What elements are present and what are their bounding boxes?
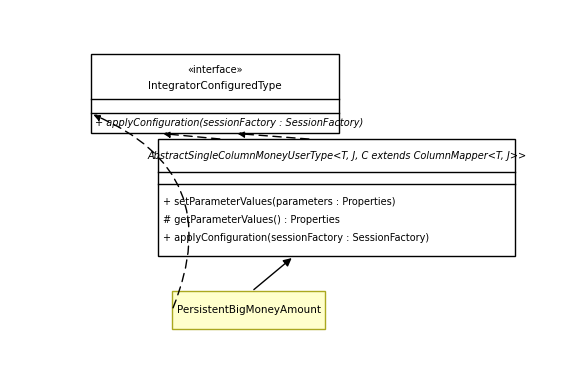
Bar [158,139,514,256]
Text: IntegratorConfiguredType: IntegratorConfiguredType [148,81,282,91]
Text: + applyConfiguration(sessionFactory : SessionFactory): + applyConfiguration(sessionFactory : Se… [95,118,364,128]
Bar [172,291,325,329]
Text: + applyConfiguration(sessionFactory : SessionFactory): + applyConfiguration(sessionFactory : Se… [163,233,429,243]
Text: + setParameterValues(parameters : Properties): + setParameterValues(parameters : Proper… [163,197,395,207]
Text: PersistentBigMoneyAmount: PersistentBigMoneyAmount [177,306,321,315]
Text: «interface»: «interface» [187,65,243,75]
Text: AbstractSingleColumnMoneyUserType<T, J, C extends ColumnMapper<T, J>>: AbstractSingleColumnMoneyUserType<T, J, … [147,150,526,161]
Bar [91,54,339,133]
Text: # getParameterValues() : Properties: # getParameterValues() : Properties [163,215,340,225]
